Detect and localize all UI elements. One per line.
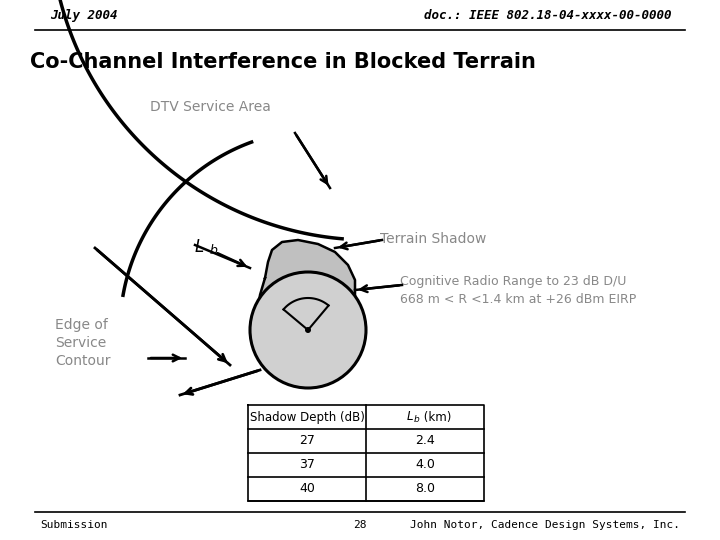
Text: doc.: IEEE 802.18-04-xxxx-00-0000: doc.: IEEE 802.18-04-xxxx-00-0000 [425,9,672,22]
Text: b: b [210,244,218,257]
Text: 2.4: 2.4 [415,435,435,448]
Bar [248,405,484,501]
Circle shape [250,272,366,388]
Text: 37: 37 [299,458,315,471]
Text: July 2004: July 2004 [50,9,117,22]
Text: DTV Service Area: DTV Service Area [150,100,271,114]
Text: 28: 28 [354,520,366,530]
Text: Edge of: Edge of [55,318,108,332]
Text: (km): (km) [420,410,451,423]
Text: Submission: Submission [40,520,107,530]
Polygon shape [255,240,355,368]
Text: Shadow Depth (dB): Shadow Depth (dB) [250,410,364,423]
Text: 8.0: 8.0 [415,483,435,496]
Text: Contour: Contour [55,354,110,368]
Text: L: L [407,410,413,423]
Text: 27: 27 [299,435,315,448]
Text: 4.0: 4.0 [415,458,435,471]
Text: 40: 40 [299,483,315,496]
Text: Terrain Shadow: Terrain Shadow [380,232,487,246]
Text: b: b [414,415,420,424]
Text: Co-Channel Interference in Blocked Terrain: Co-Channel Interference in Blocked Terra… [30,52,536,72]
Text: Service: Service [55,336,107,350]
Circle shape [305,327,311,333]
Text: Cognitive Radio Range to 23 dB D/U: Cognitive Radio Range to 23 dB D/U [400,275,626,288]
Text: L: L [195,238,204,256]
Text: 668 m < R <1.4 km at +26 dBm EIRP: 668 m < R <1.4 km at +26 dBm EIRP [400,293,636,306]
Text: John Notor, Cadence Design Systems, Inc.: John Notor, Cadence Design Systems, Inc. [410,520,680,530]
